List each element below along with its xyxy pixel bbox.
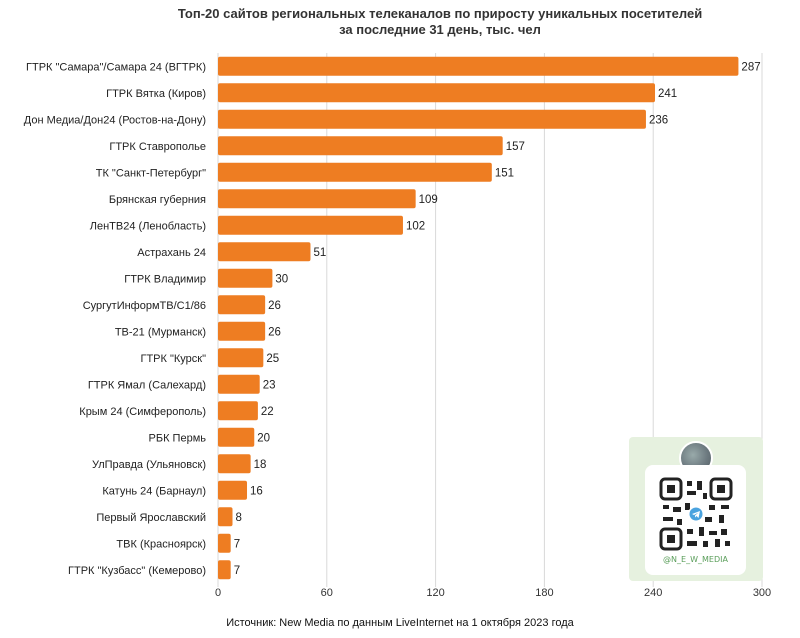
bar: [218, 427, 255, 447]
bar: [218, 83, 656, 103]
category-label: ГТРК "Самара"/Самара 24 (ВГТРК): [26, 61, 206, 73]
bar: [218, 268, 273, 288]
value-label: 236: [649, 114, 668, 126]
channel-handle: @N_E_W_MEDIA: [663, 555, 728, 564]
category-label: ГТРК "Курск": [140, 353, 206, 365]
category-label: ГТРК Вятка (Киров): [106, 88, 206, 100]
bar: [218, 507, 233, 527]
x-tick-label: 0: [215, 587, 221, 599]
bar: [218, 189, 416, 209]
bar: [218, 533, 231, 553]
category-label: ГТРК Владимир: [124, 273, 206, 285]
value-label: 7: [234, 538, 240, 550]
category-label: СургутИнформТВ/С1/86: [83, 300, 206, 312]
value-label: 18: [254, 459, 267, 471]
category-label: ЛенТВ24 (Ленобласть): [90, 220, 206, 232]
x-tick-label: 60: [321, 587, 333, 599]
bar: [218, 109, 646, 129]
bar: [218, 136, 503, 156]
category-label: РБК Пермь: [149, 432, 207, 444]
category-label: Первый Ярославский: [96, 512, 206, 524]
value-label: 25: [266, 353, 279, 365]
qr-box: @N_E_W_MEDIA: [645, 465, 746, 575]
chart-title-line-1: Топ-20 сайтов региональных телеканалов п…: [177, 6, 703, 21]
category-label: ГТРК "Кузбасс" (Кемерово): [68, 565, 206, 577]
category-label: ГТРК Ямал (Салехард): [88, 379, 206, 391]
value-label: 151: [495, 167, 514, 179]
bar: [218, 560, 231, 580]
value-label: 22: [261, 406, 274, 418]
value-label: 157: [506, 141, 525, 153]
value-labels: 287 241 236 157 151 109 102 51 30 26 26 25 23 22 20 18 1…: [234, 61, 761, 577]
x-tick-label: 120: [426, 587, 444, 599]
category-label: Крым 24 (Симферополь): [79, 406, 206, 418]
value-label: 23: [263, 379, 276, 391]
category-label: Брянская губерния: [109, 194, 206, 206]
value-label: 7: [234, 565, 240, 577]
bar: [218, 480, 248, 500]
value-label: 26: [268, 300, 281, 312]
value-label: 287: [741, 61, 760, 73]
value-label: 109: [419, 194, 438, 206]
value-label: 241: [658, 88, 677, 100]
x-axis-tick-labels: 0 60 120 180 240 300: [215, 587, 771, 599]
category-label: Астрахань 24: [137, 247, 206, 259]
qr-card[interactable]: @N_E_W_MEDIA: [629, 437, 763, 581]
value-label: 20: [257, 432, 270, 444]
value-label: 102: [406, 220, 425, 232]
bar: [218, 295, 266, 315]
qr-code-icon: [659, 477, 733, 551]
x-tick-label: 180: [535, 587, 553, 599]
bar: [218, 56, 739, 76]
category-label: ТВ-21 (Мурманск): [115, 326, 206, 338]
bars: [218, 56, 739, 580]
value-label: 30: [275, 273, 288, 285]
x-tick-label: 240: [644, 587, 662, 599]
bar: [218, 374, 260, 394]
bar: [218, 348, 264, 368]
chart-title: Топ-20 сайтов региональных телеканалов п…: [150, 6, 730, 38]
source-note: Источник: New Media по данным LiveIntern…: [226, 617, 574, 629]
category-label: ТК "Санкт-Петербург": [96, 167, 206, 179]
category-labels: ГТРК "Самара"/Самара 24 (ВГТРК) ГТРК Вятк…: [24, 61, 207, 577]
category-label: ТВК (Красноярск): [116, 538, 206, 550]
category-label: Дон Медиа/Дон24 (Ростов-на-Дону): [24, 114, 206, 126]
value-label: 26: [268, 326, 281, 338]
category-label: УлПравда (Ульяновск): [92, 459, 206, 471]
category-label: Катунь 24 (Барнаул): [102, 485, 206, 497]
bar: [218, 321, 266, 341]
bar: [218, 401, 258, 421]
bar: [218, 215, 403, 235]
value-label: 51: [313, 247, 326, 259]
bar: [218, 162, 492, 182]
value-label: 16: [250, 485, 263, 497]
chart-title-line-2: за последние 31 день, тыс. чел: [339, 22, 541, 37]
bar: [218, 454, 251, 474]
value-label: 8: [236, 512, 242, 524]
bar: [218, 242, 311, 262]
x-tick-label: 300: [753, 587, 771, 599]
category-label: ГТРК Ставрополье: [109, 141, 206, 153]
